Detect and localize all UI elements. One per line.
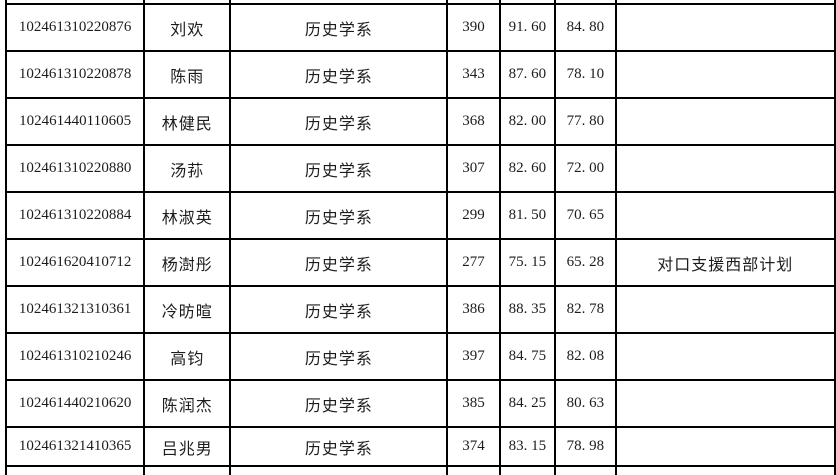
department-cell: 历史学系 xyxy=(229,285,449,334)
department-cell: 历史学系 xyxy=(229,379,449,428)
id-cell: 102461310210246 xyxy=(4,332,146,381)
remarks-cell xyxy=(614,50,836,99)
id-cell: 102461310220878 xyxy=(4,50,146,99)
admission-list-table: 102461310220876 刘欢 历史学系 390 91. 60 84. 80 1024… xyxy=(4,0,836,475)
name-cell: 冷昉暄 xyxy=(143,285,232,334)
table-row: 102461620410712 杨澍彤 历史学系 277 75. 15 65. 28 对口支… xyxy=(4,238,836,287)
score-pct2-cell: 65. 28 xyxy=(554,238,617,287)
score-total-cell: 374 xyxy=(446,426,501,467)
id-cell: 102461321410365 xyxy=(4,426,146,467)
remarks-cell xyxy=(614,144,836,193)
score-pct2-cell: 77. 80 xyxy=(554,97,617,146)
remarks-cell: 对口支援西部计划 xyxy=(614,238,836,287)
remarks-cell xyxy=(614,97,836,146)
table-row: 102461440110605 林健民 历史学系 368 82. 00 77. 80 xyxy=(4,97,836,146)
department-cell: 历史学系 xyxy=(229,191,449,240)
score-total-cell: 299 xyxy=(446,191,501,240)
score-pct2-cell: 80. 63 xyxy=(554,379,617,428)
score-pct2-cell: 78. 98 xyxy=(554,426,617,467)
table-row: 102461310220880 汤荪 历史学系 307 82. 60 72. 00 xyxy=(4,144,836,193)
score-pct1-cell: 82. 00 xyxy=(498,97,557,146)
score-pct1-cell: 84. 25 xyxy=(498,379,557,428)
id-cell: 102461440110605 xyxy=(4,97,146,146)
table-row: 102461440210620 陈润杰 历史学系 385 84. 25 80. 63 xyxy=(4,379,836,428)
score-pct2-cell xyxy=(554,465,617,475)
table-row: 102461310220876 刘欢 历史学系 390 91. 60 84. 80 xyxy=(4,3,836,52)
id-cell: 102461440210620 xyxy=(4,379,146,428)
department-cell: 历史学系 xyxy=(229,97,449,146)
score-pct1-cell: 88. 35 xyxy=(498,285,557,334)
score-pct1-cell: 81. 50 xyxy=(498,191,557,240)
department-cell: 历史学系 xyxy=(229,144,449,193)
score-pct2-cell xyxy=(554,0,617,5)
remarks-cell xyxy=(614,285,836,334)
name-cell: 林淑英 xyxy=(143,191,232,240)
department-cell: 历史学系 xyxy=(229,426,449,467)
remarks-cell xyxy=(614,379,836,428)
id-cell xyxy=(4,465,146,475)
score-pct1-cell: 83. 15 xyxy=(498,426,557,467)
department-cell: 历史学系 xyxy=(229,50,449,99)
remarks-cell xyxy=(614,465,836,475)
department-cell: 历史学系 xyxy=(229,3,449,52)
name-cell: 杨澍彤 xyxy=(143,238,232,287)
remarks-cell xyxy=(614,0,836,5)
department-cell xyxy=(229,0,449,5)
partial-row-top xyxy=(4,0,836,5)
score-pct1-cell xyxy=(498,0,557,5)
remarks-cell xyxy=(614,332,836,381)
id-cell: 102461310220880 xyxy=(4,144,146,193)
score-total-cell xyxy=(446,465,501,475)
table-row: 102461310210246 高钧 历史学系 397 84. 75 82. 08 xyxy=(4,332,836,381)
table-row: 102461310220878 陈雨 历史学系 343 87. 60 78. 10 xyxy=(4,50,836,99)
name-cell: 林健民 xyxy=(143,97,232,146)
id-cell: 102461310220884 xyxy=(4,191,146,240)
table-row: 102461310220884 林淑英 历史学系 299 81. 50 70. 65 xyxy=(4,191,836,240)
name-cell xyxy=(143,0,232,5)
remarks-cell xyxy=(614,3,836,52)
name-cell: 刘欢 xyxy=(143,3,232,52)
score-pct1-cell: 84. 75 xyxy=(498,332,557,381)
partial-row-bottom xyxy=(4,465,836,475)
score-total-cell: 386 xyxy=(446,285,501,334)
score-total-cell: 343 xyxy=(446,50,501,99)
department-cell: 历史学系 xyxy=(229,238,449,287)
table-row: 102461321410365 吕兆男 历史学系 374 83. 15 78. 98 xyxy=(4,426,836,467)
name-cell: 吕兆男 xyxy=(143,426,232,467)
name-cell: 汤荪 xyxy=(143,144,232,193)
name-cell: 高钧 xyxy=(143,332,232,381)
table-row: 102461321310361 冷昉暄 历史学系 386 88. 35 82. 78 xyxy=(4,285,836,334)
score-total-cell: 368 xyxy=(446,97,501,146)
score-total-cell: 385 xyxy=(446,379,501,428)
name-cell xyxy=(143,465,232,475)
score-pct1-cell: 87. 60 xyxy=(498,50,557,99)
score-total-cell: 277 xyxy=(446,238,501,287)
id-cell: 102461620410712 xyxy=(4,238,146,287)
remarks-cell xyxy=(614,426,836,467)
id-cell: 102461321310361 xyxy=(4,285,146,334)
score-pct1-cell: 91. 60 xyxy=(498,3,557,52)
score-pct1-cell: 82. 60 xyxy=(498,144,557,193)
name-cell: 陈雨 xyxy=(143,50,232,99)
score-pct2-cell: 82. 08 xyxy=(554,332,617,381)
name-cell: 陈润杰 xyxy=(143,379,232,428)
score-total-cell: 390 xyxy=(446,3,501,52)
score-pct1-cell: 75. 15 xyxy=(498,238,557,287)
score-pct2-cell: 82. 78 xyxy=(554,285,617,334)
department-cell xyxy=(229,465,449,475)
score-pct2-cell: 70. 65 xyxy=(554,191,617,240)
score-pct2-cell: 72. 00 xyxy=(554,144,617,193)
id-cell: 102461310220876 xyxy=(4,3,146,52)
score-total-cell xyxy=(446,0,501,5)
table-body: 102461310220876 刘欢 历史学系 390 91. 60 84. 80 1024… xyxy=(4,0,836,475)
remarks-cell xyxy=(614,191,836,240)
score-pct2-cell: 84. 80 xyxy=(554,3,617,52)
score-total-cell: 307 xyxy=(446,144,501,193)
score-pct2-cell: 78. 10 xyxy=(554,50,617,99)
id-cell xyxy=(4,0,146,5)
department-cell: 历史学系 xyxy=(229,332,449,381)
score-total-cell: 397 xyxy=(446,332,501,381)
score-pct1-cell xyxy=(498,465,557,475)
